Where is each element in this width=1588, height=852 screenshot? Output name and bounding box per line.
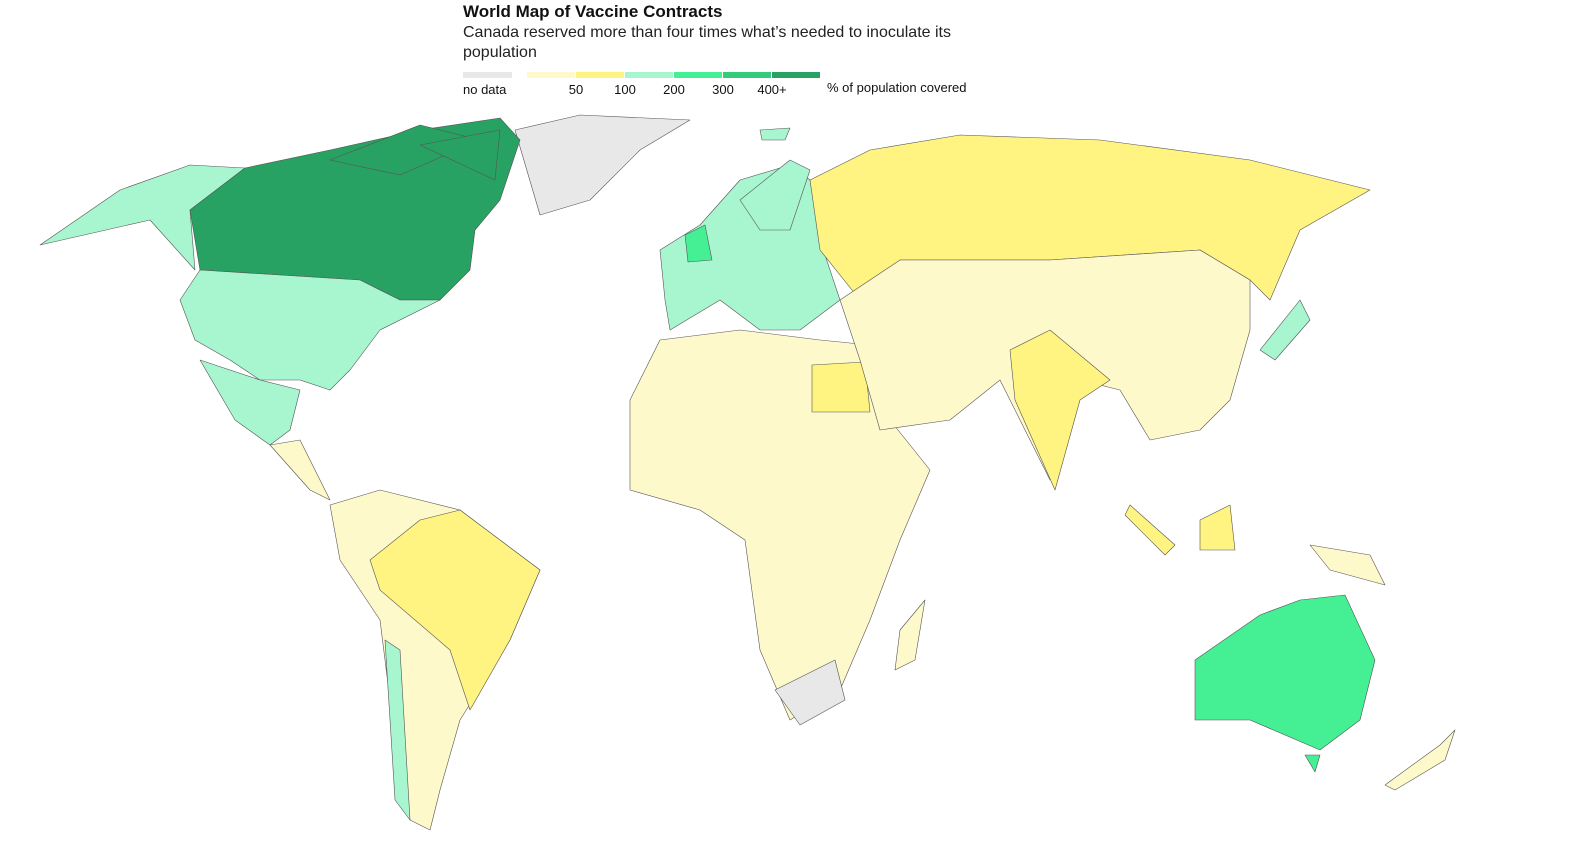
sumatra xyxy=(1124,504,1176,556)
india xyxy=(1009,329,1111,491)
subtitle: Canada reserved more than four times wha… xyxy=(463,24,951,61)
countries xyxy=(39,114,1456,831)
new-zealand xyxy=(1384,729,1456,791)
chile xyxy=(384,639,411,821)
usa xyxy=(179,269,441,391)
new-guinea xyxy=(1309,544,1386,586)
egypt xyxy=(811,361,871,413)
mexico xyxy=(199,359,301,446)
legend-swatch xyxy=(674,72,722,78)
legend-label: 100 xyxy=(614,82,636,97)
legend-swatch xyxy=(625,72,673,78)
legend-swatch xyxy=(772,72,820,78)
central-america xyxy=(269,439,331,501)
legend-swatch xyxy=(527,72,575,78)
legend-label: 200 xyxy=(663,82,685,97)
baffin-island xyxy=(419,129,501,181)
legend-swatch xyxy=(576,72,624,78)
legend: no data 50 100 200 300 400+ % of population co… xyxy=(463,72,966,97)
uk xyxy=(684,224,713,263)
africa xyxy=(629,329,931,721)
iceland xyxy=(759,127,791,141)
legend-swatch xyxy=(463,72,512,78)
title: World Map of Vaccine Contracts xyxy=(463,2,723,21)
legend-label: 300 xyxy=(712,82,734,97)
legend-label: 50 xyxy=(569,82,583,97)
scandinavia xyxy=(739,159,811,231)
legend-label: no data xyxy=(463,82,507,97)
legend-unit: % of population covered xyxy=(827,80,966,95)
greenland xyxy=(514,114,691,216)
tasmania xyxy=(1304,754,1321,773)
madagascar xyxy=(894,599,926,671)
borneo xyxy=(1199,504,1236,551)
brazil xyxy=(369,509,541,711)
south-africa xyxy=(774,659,846,726)
legend-label: 400+ xyxy=(757,82,786,97)
legend-swatch xyxy=(723,72,771,78)
japan xyxy=(1259,299,1311,361)
australia xyxy=(1194,594,1376,751)
